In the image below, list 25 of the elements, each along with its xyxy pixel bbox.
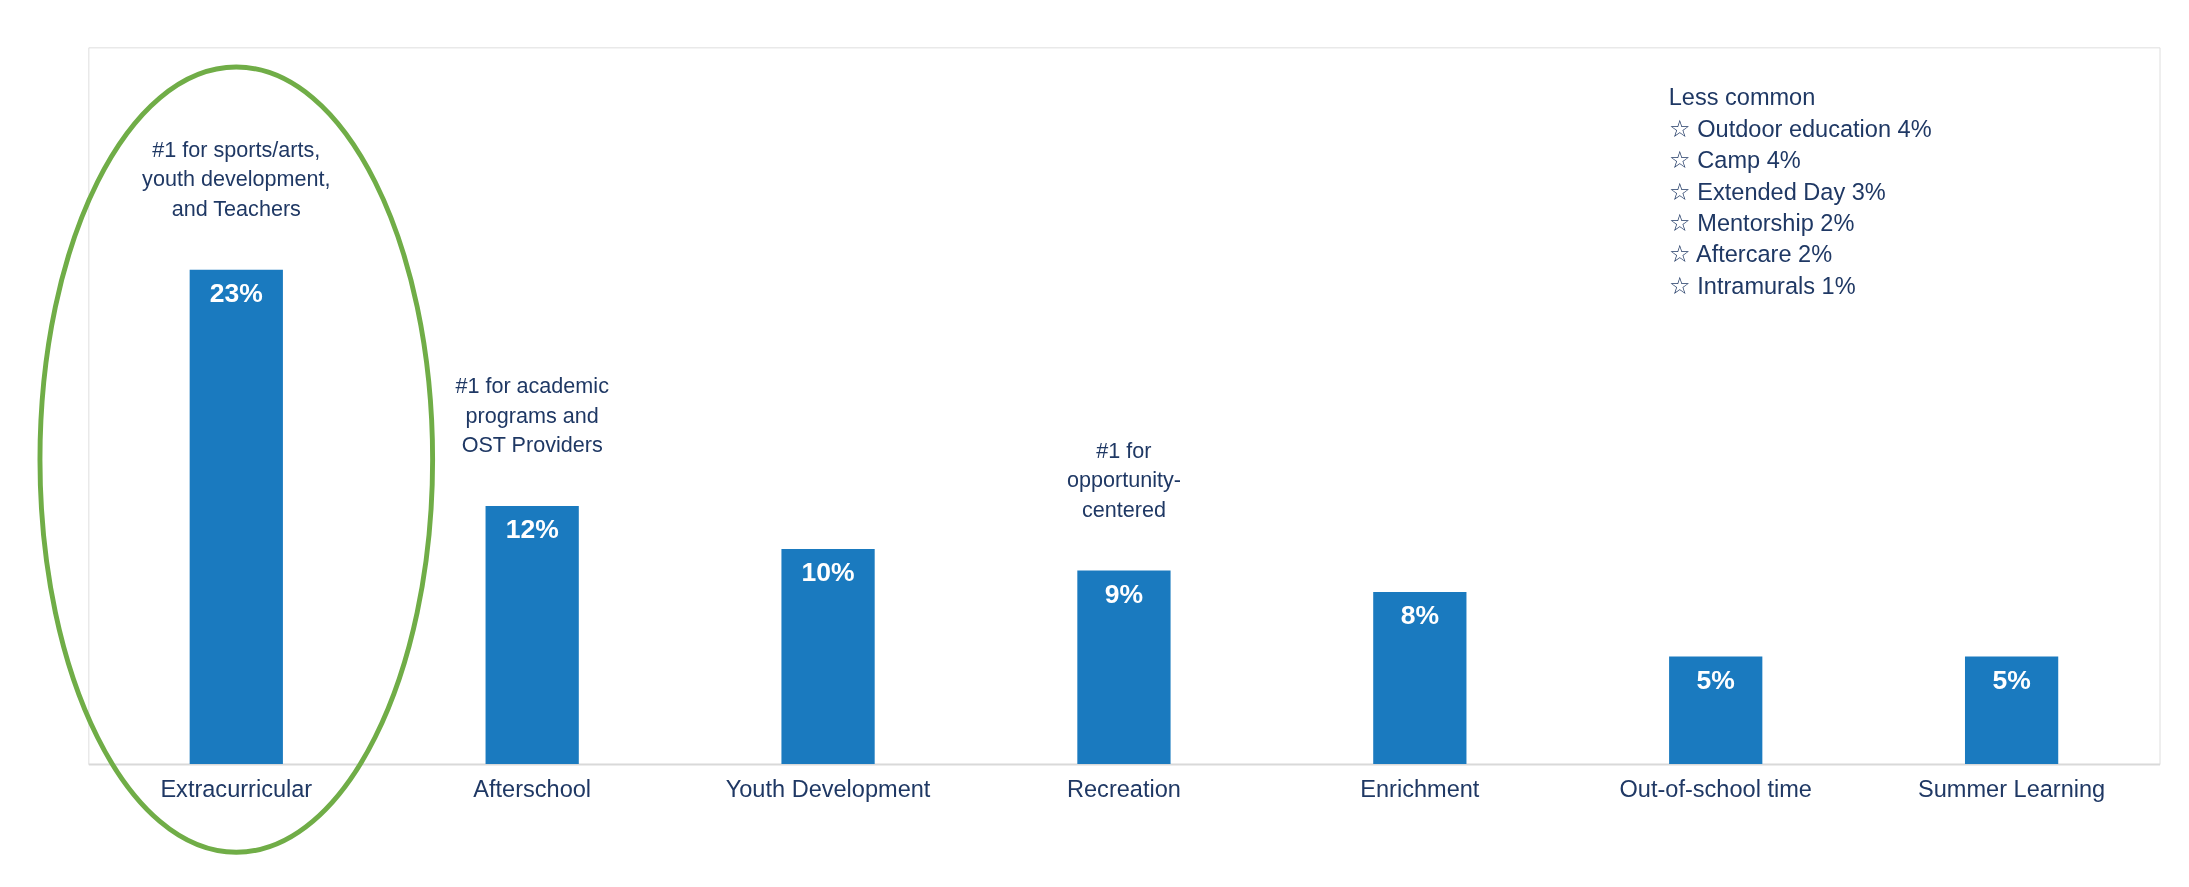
bar [1669,656,1763,764]
x-tick-label: Enrichment [1360,775,1480,802]
bar [189,269,283,764]
data-label: 10% [801,557,855,588]
bar [1964,656,2059,764]
annotation: #1 for opportunity- centered [1066,437,1181,522]
x-tick-label: Youth Development [725,775,931,802]
x-tick-label: Recreation [1067,775,1181,802]
bar [781,549,875,764]
x-tick-label: Afterschool [473,775,592,802]
data-label: 5% [1696,664,1735,695]
data-label: 5% [1992,664,2031,695]
x-tick-label: Extracurricular [160,775,313,802]
x-tick-label: Summer Learning [1918,775,2106,802]
annotation: #1 for sports/arts, youth development, and Teachers [142,136,331,221]
data-label: 12% [505,514,559,545]
annotation: #1 for academic programs and OST Providers [455,373,610,458]
x-tick-label: Out-of-school time [1619,775,1812,802]
data-label: 23% [209,278,263,309]
annotation: Less common ☆ Outdoor education 4% ☆ Camp 4% ☆ Extended Day 3% ☆ Mentorship 2% ☆ Aftercare 2% ☆ Intramurals 1% [1668,84,1932,299]
data-label: 8% [1400,600,1439,631]
bar [1077,570,1171,764]
bar [485,506,579,764]
bar [1373,592,1467,764]
data-label: 9% [1104,578,1144,609]
